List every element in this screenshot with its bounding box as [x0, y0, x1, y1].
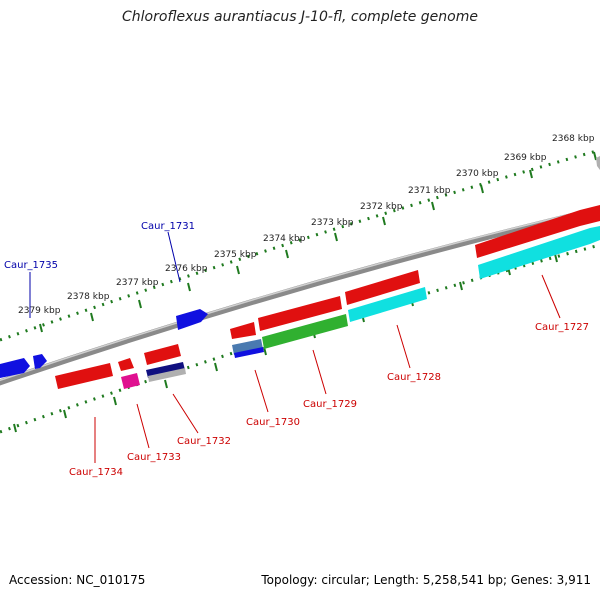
gene-caur-1732-plus	[144, 344, 181, 365]
scale-tick	[593, 151, 597, 161]
gene-caur-1730[interactable]	[232, 339, 263, 355]
gene-label-caur-1735: Caur_1735	[4, 260, 58, 271]
callout-caur-1731	[167, 231, 181, 283]
gene-label-caur-1731: Caur_1731	[141, 221, 195, 232]
scale-tick	[529, 169, 533, 179]
gene-caur-1732[interactable]	[146, 362, 185, 378]
scale-label: 2375 kbp	[214, 250, 257, 260]
genome-summary: Topology: circular; Length: 5,258,541 bp…	[261, 573, 591, 587]
scale-tick	[431, 201, 435, 211]
scale-tick	[285, 249, 289, 259]
gene-caur-1728-plus	[345, 270, 420, 305]
upper-scale-track	[0, 148, 600, 342]
gene-left-edge	[0, 358, 30, 378]
scale-tick	[13, 423, 17, 433]
gene-caur-1731[interactable]	[176, 309, 208, 330]
gene-label-caur-1729: Caur_1729	[303, 399, 357, 410]
scale-label: 2377 kbp	[116, 278, 159, 288]
gene-caur-1728[interactable]	[348, 287, 427, 322]
gene-caur-1730-plus	[230, 322, 256, 339]
callout-caur-1729	[312, 349, 327, 395]
callout-caur-1733	[136, 403, 150, 449]
scale-tick	[138, 299, 142, 309]
gene-caur-1735[interactable]	[33, 354, 47, 369]
gene-label-caur-1733: Caur_1733	[127, 452, 181, 463]
accession-text: Accession: NC_010175	[9, 573, 146, 587]
scale-tick	[382, 216, 386, 226]
gene-label-caur-1734: Caur_1734	[69, 467, 123, 478]
gene-caur-1733-plus	[118, 358, 134, 371]
scale-label: 2371 kbp	[408, 186, 451, 196]
gene-caur-1729-plus	[258, 296, 342, 331]
scale-tick	[113, 396, 117, 406]
scale-label: 2373 kbp	[311, 218, 354, 228]
gene-caur-1733[interactable]	[121, 373, 140, 389]
upper-scale-ticks	[39, 151, 597, 333]
callout-caur-1728	[396, 324, 411, 369]
scale-label: 2379 kbp	[18, 306, 61, 316]
scale-label: 2370 kbp	[456, 169, 499, 179]
genome-backbone	[0, 206, 600, 386]
scale-tick	[164, 379, 168, 389]
gene-caur-1729[interactable]	[262, 314, 348, 349]
scale-tick	[554, 253, 558, 263]
scale-tick	[459, 281, 463, 291]
genome-backbone-highlight	[0, 206, 600, 382]
scale-label: 2369 kbp	[504, 153, 547, 163]
scale-label: 2376 kbp	[165, 264, 208, 274]
plus-strand-genes	[0, 156, 600, 389]
scale-tick	[214, 362, 218, 372]
gene-caur-1732-b	[148, 368, 186, 382]
gene-label-caur-1732: Caur_1732	[177, 436, 231, 447]
scale-label: 2372 kbp	[360, 202, 403, 212]
scale-label: 2378 kbp	[67, 292, 110, 302]
scale-tick	[63, 409, 67, 419]
scale-label: 2374 kbp	[263, 234, 306, 244]
scale-tick	[480, 184, 484, 194]
gene-label-caur-1727: Caur_1727	[535, 322, 589, 333]
gene-label-caur-1730: Caur_1730	[246, 417, 300, 428]
scale-tick	[236, 265, 240, 275]
gene-caur-1727-plus	[475, 205, 600, 258]
scale-tick	[39, 323, 43, 333]
gene-caur-1734-plus	[55, 363, 113, 389]
gene-caur-1727[interactable]	[478, 226, 600, 279]
scale-tick	[334, 232, 338, 242]
gene-caur-1730-b	[234, 347, 264, 358]
map-title: Chloroflexus aurantiacus J-10-fl, comple…	[122, 9, 478, 25]
gene-label-caur-1728: Caur_1728	[387, 372, 441, 383]
minus-strand-genes	[121, 226, 600, 389]
callout-caur-1732	[172, 393, 199, 434]
gene-caur-1727-edge	[596, 156, 600, 170]
callout-caur-1730	[254, 369, 269, 413]
scale-tick	[90, 312, 94, 322]
scale-tick	[187, 282, 191, 292]
scale-label: 2368 kbp	[552, 134, 595, 144]
callout-caur-1727	[541, 274, 561, 319]
